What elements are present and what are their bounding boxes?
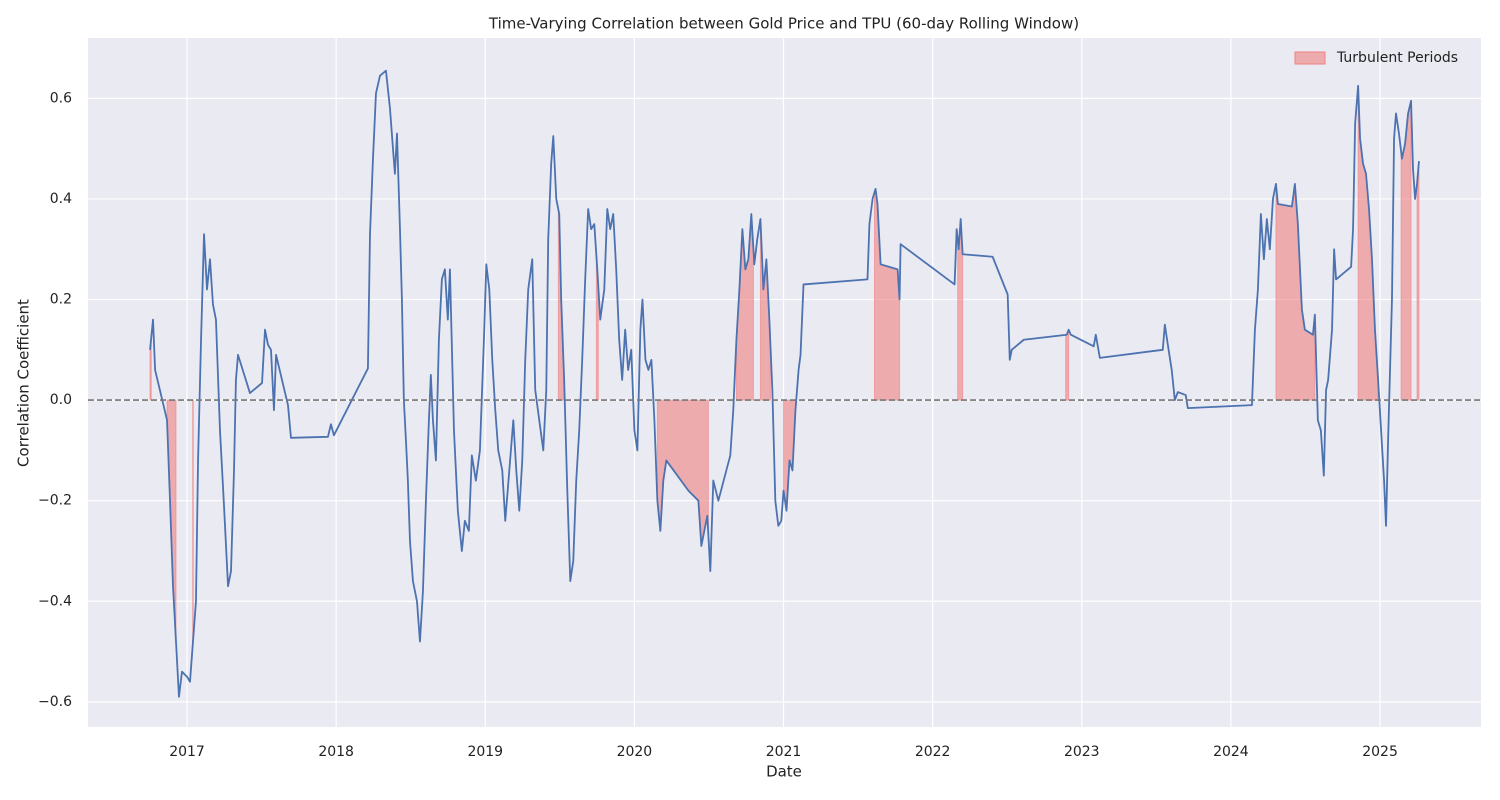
y-tick-label: −0.6	[38, 694, 72, 710]
y-axis-label: Correlation Coefficient	[15, 299, 33, 467]
turbulent-period	[192, 399, 194, 646]
plot-area	[88, 38, 1481, 727]
x-tick-label: 2019	[467, 744, 503, 760]
y-tick-label: 0.2	[50, 292, 72, 308]
y-tick-label: 0.6	[50, 90, 72, 106]
y-tick-label: −0.2	[38, 493, 72, 509]
y-tick-label: 0.4	[50, 191, 72, 207]
x-tick-label: 2018	[318, 744, 354, 760]
legend-label: Turbulent Periods	[1336, 50, 1458, 66]
y-tick-label: 0.0	[50, 392, 72, 408]
x-tick-label: 2024	[1213, 744, 1249, 760]
marks	[88, 69, 1481, 698]
grid	[88, 38, 1481, 727]
y-tick-label: −0.4	[38, 593, 72, 609]
x-tick-label: 2023	[1064, 744, 1100, 760]
x-tick-label: 2021	[766, 744, 802, 760]
x-tick-label: 2022	[915, 744, 951, 760]
x-axis-label: Date	[766, 763, 802, 781]
x-tick-label: 2020	[617, 744, 653, 760]
turbulent-period	[1065, 329, 1070, 401]
legend-swatch	[1294, 51, 1326, 65]
correlation-line	[149, 69, 1420, 698]
x-tick-label: 2025	[1362, 744, 1398, 760]
chart-title: Time-Varying Correlation between Gold Pr…	[488, 15, 1079, 33]
x-tick-label: 2017	[169, 744, 205, 760]
turbulent-period	[1416, 161, 1420, 401]
